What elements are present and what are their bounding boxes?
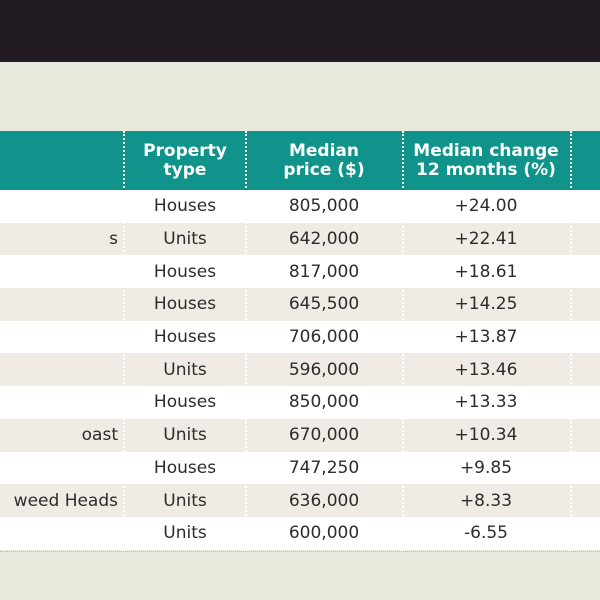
column-divider bbox=[402, 131, 404, 551]
column-divider bbox=[245, 131, 247, 551]
cell-property-type: Houses bbox=[153, 392, 217, 413]
cell-median-price: 805,000 bbox=[288, 196, 360, 217]
cell-median-price: 642,000 bbox=[288, 229, 360, 250]
table-header: Property type Median price ($) Median ch… bbox=[0, 131, 600, 190]
cell-median-price: 747,250 bbox=[288, 457, 360, 478]
cell-median-price: 645,500 bbox=[288, 294, 360, 315]
table-row: Houses 747,250 +9.85 bbox=[0, 451, 600, 485]
header-median-change: Median change 12 months (%) bbox=[413, 140, 559, 180]
column-divider bbox=[123, 131, 125, 551]
table-row: Houses 706,000 +13.87 bbox=[0, 320, 600, 354]
cell-median-change: +8.33 bbox=[459, 490, 513, 511]
cell-property-type: Units bbox=[163, 359, 207, 380]
cell-median-price: 706,000 bbox=[288, 327, 360, 348]
header-median-price: Median price ($) bbox=[283, 140, 365, 180]
cell-median-change: +14.25 bbox=[454, 294, 518, 315]
table-row: Houses 850,000 +13.33 bbox=[0, 386, 600, 419]
cell-property-type: Houses bbox=[153, 196, 217, 217]
cell-property-type: Houses bbox=[153, 294, 217, 315]
cell-property-type: Houses bbox=[153, 261, 217, 282]
cell-median-change: +13.46 bbox=[454, 359, 518, 380]
cell-median-price: 596,000 bbox=[288, 359, 360, 380]
cell-median-price: 600,000 bbox=[288, 523, 360, 544]
table-row: weed Heads Units 636,000 +8.33 bbox=[0, 484, 600, 517]
cell-median-change: +24.00 bbox=[454, 196, 518, 217]
cell-suburb bbox=[0, 452, 126, 485]
cell-property-type: Units bbox=[163, 229, 207, 250]
cell-median-price: 670,000 bbox=[288, 425, 360, 446]
table-row: Units 600,000 -6.55 bbox=[0, 516, 600, 550]
cell-suburb: s bbox=[109, 229, 118, 250]
cell-suburb bbox=[0, 517, 126, 550]
cell-median-change: +10.34 bbox=[454, 425, 518, 446]
cell-suburb bbox=[0, 288, 126, 321]
cell-suburb bbox=[0, 321, 126, 354]
median-price-table: Property type Median price ($) Median ch… bbox=[0, 131, 600, 550]
cell-property-type: Units bbox=[163, 490, 207, 511]
cell-median-change: +18.61 bbox=[454, 261, 518, 282]
cell-suburb: oast bbox=[81, 425, 118, 446]
cell-median-change: +13.33 bbox=[454, 392, 518, 413]
table-row: oast Units 670,000 +10.34 bbox=[0, 418, 600, 452]
top-banner bbox=[0, 0, 600, 62]
cell-median-price: 850,000 bbox=[288, 392, 360, 413]
cell-property-type: Houses bbox=[153, 327, 217, 348]
table-row: Houses 805,000 +24.00 bbox=[0, 190, 600, 223]
cell-suburb: weed Heads bbox=[13, 490, 118, 511]
cell-median-change: +22.41 bbox=[454, 229, 518, 250]
cell-suburb bbox=[0, 353, 126, 386]
cell-median-price: 817,000 bbox=[288, 261, 360, 282]
cell-property-type: Units bbox=[163, 425, 207, 446]
cell-suburb bbox=[0, 255, 126, 288]
table-body: Houses 805,000 +24.00 s Units 642,000 +22.41 Ho… bbox=[0, 190, 600, 550]
cell-median-price: 636,000 bbox=[288, 490, 360, 511]
header-property-type: Property type bbox=[143, 140, 227, 180]
cell-median-change: +9.85 bbox=[459, 457, 513, 478]
cell-suburb bbox=[0, 386, 126, 419]
table-row: Houses 817,000 +18.61 bbox=[0, 255, 600, 289]
cell-property-type: Houses bbox=[153, 457, 217, 478]
cell-property-type: Units bbox=[163, 523, 207, 544]
cell-median-change: -6.55 bbox=[464, 523, 508, 544]
table-row: Units 596,000 +13.46 bbox=[0, 353, 600, 387]
cell-median-change: +13.87 bbox=[454, 327, 518, 348]
table-row: s Units 642,000 +22.41 bbox=[0, 222, 600, 256]
cell-suburb bbox=[0, 190, 126, 223]
table-row: Houses 645,500 +14.25 bbox=[0, 288, 600, 321]
column-divider bbox=[570, 131, 572, 551]
table-bottom-rule bbox=[0, 551, 600, 552]
